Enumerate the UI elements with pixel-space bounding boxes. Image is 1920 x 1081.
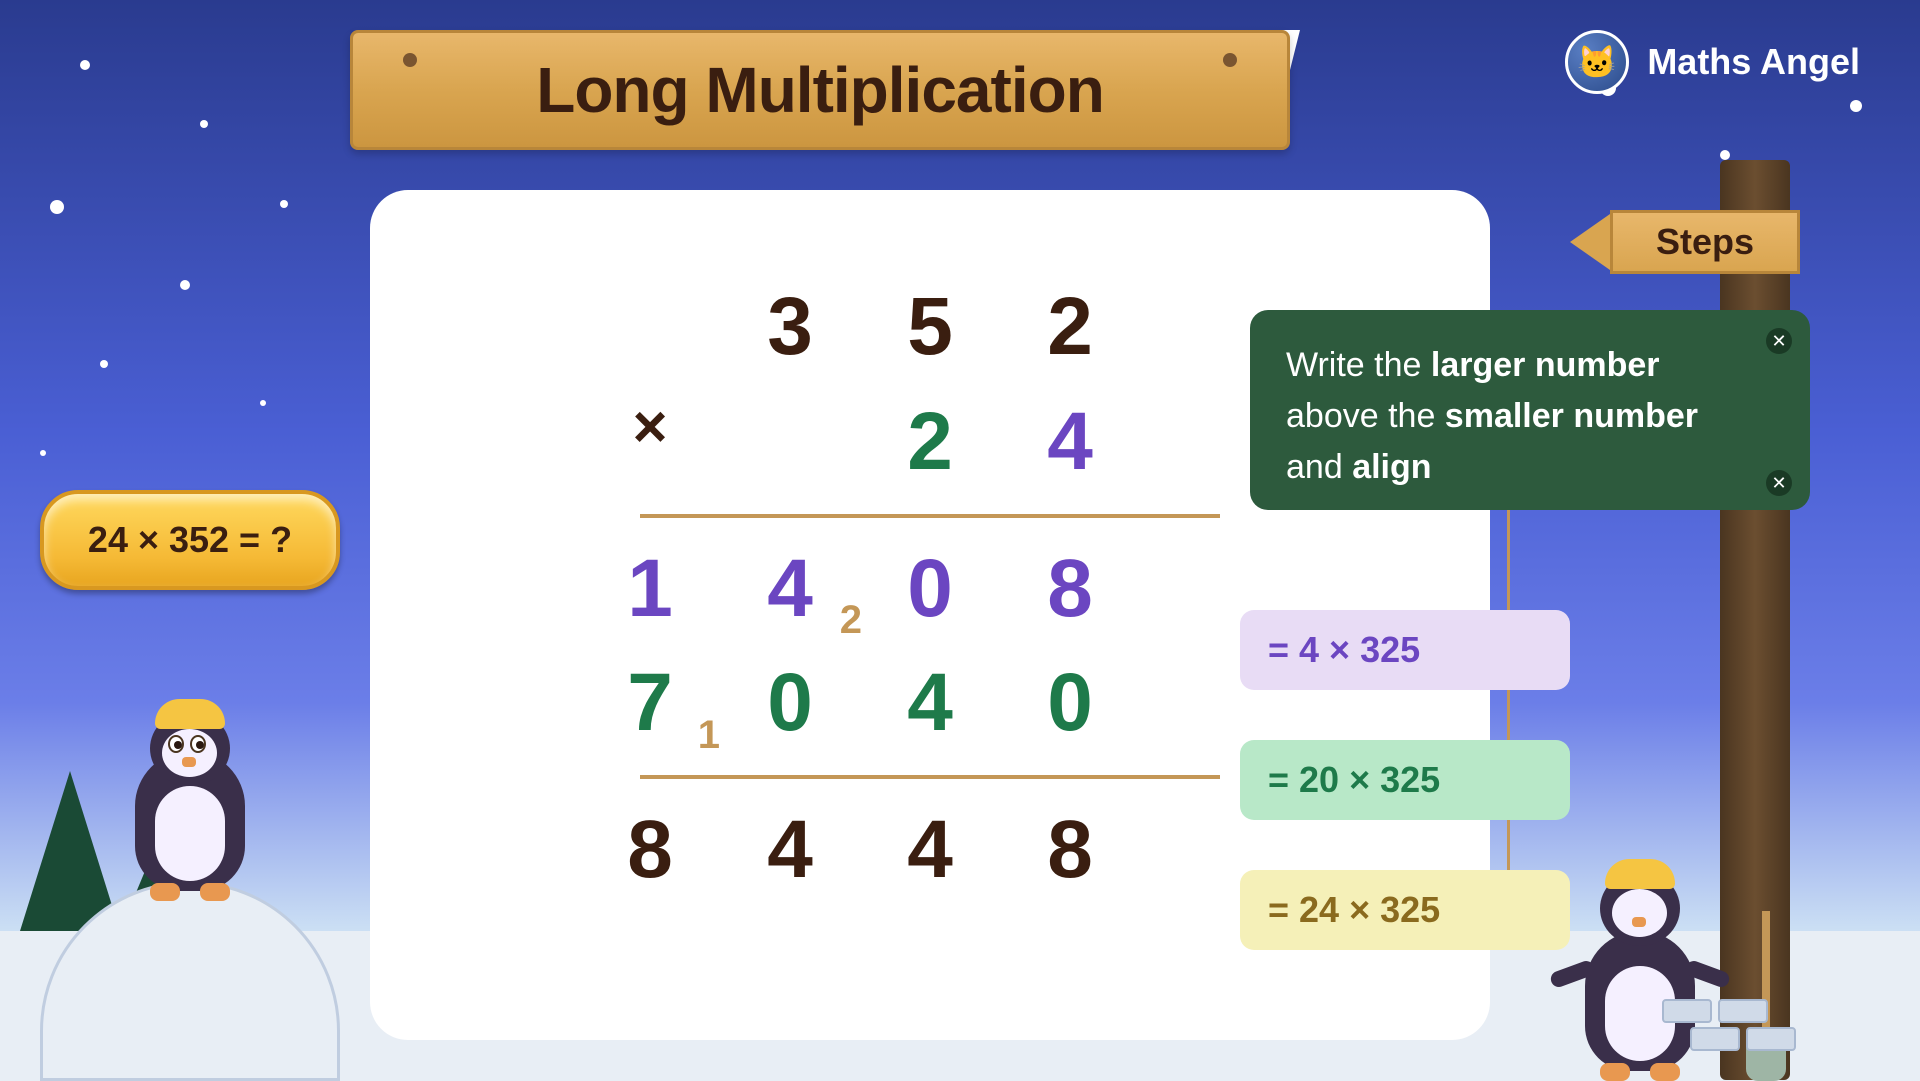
- penguin-character-left: [120, 711, 260, 891]
- digit: 0: [730, 646, 850, 761]
- snow-dot: [40, 450, 46, 456]
- question-badge: 24 × 352 = ?: [40, 490, 340, 590]
- digit: 7 1: [590, 646, 710, 761]
- brand-avatar-icon: 🐱: [1565, 30, 1629, 94]
- snow-dot: [50, 200, 64, 214]
- steps-label: Steps: [1656, 221, 1754, 263]
- snow-dot: [1720, 150, 1730, 160]
- carry-digit: 1: [698, 707, 720, 763]
- brand-name: Maths Angel: [1647, 41, 1860, 83]
- close-icon[interactable]: ✕: [1766, 470, 1792, 496]
- snow-dot: [1850, 100, 1862, 112]
- digit: 8: [1010, 532, 1130, 647]
- digit: 0: [870, 532, 990, 647]
- digit: 8: [590, 793, 710, 908]
- instruction-box: ✕ ✕ Write the larger number above the sm…: [1250, 310, 1810, 510]
- divider-line: [640, 514, 1220, 518]
- snow-dot: [80, 60, 90, 70]
- digit: 4: [1010, 385, 1130, 500]
- step-label: = 24 × 325: [1240, 870, 1570, 950]
- page-title: Long Multiplication: [536, 53, 1104, 127]
- step-label: = 4 × 325: [1240, 610, 1570, 690]
- snow-dot: [100, 360, 108, 368]
- title-board: Long Multiplication: [350, 30, 1290, 150]
- steps-button[interactable]: Steps: [1610, 210, 1800, 274]
- brand[interactable]: 🐱 Maths Angel: [1565, 30, 1860, 94]
- step-label: = 20 × 325: [1240, 740, 1570, 820]
- digit: 4 2: [730, 532, 850, 647]
- close-icon[interactable]: ✕: [1766, 328, 1792, 354]
- divider-line: [640, 775, 1220, 779]
- snow-dot: [200, 120, 208, 128]
- carry-digit: 2: [840, 592, 862, 648]
- digit: 4: [870, 646, 990, 761]
- snow-dot: [180, 280, 190, 290]
- digit: 3: [730, 270, 850, 385]
- digit: 0: [1010, 646, 1130, 761]
- wooden-post: [1720, 160, 1790, 1080]
- question-text: 24 × 352 = ?: [88, 519, 292, 561]
- digit: 5: [870, 270, 990, 385]
- snow-dot: [260, 400, 266, 406]
- digit: 2: [870, 385, 990, 500]
- rope-decoration: [1507, 685, 1510, 745]
- multiply-operator: ×: [590, 385, 710, 500]
- snow-dot: [280, 200, 288, 208]
- digit: 4: [730, 793, 850, 908]
- digit: 4: [870, 793, 990, 908]
- bricks-decoration: [1690, 981, 1810, 1051]
- digit: 2: [1010, 270, 1130, 385]
- steps-arrow-icon: [1570, 214, 1610, 270]
- rope-decoration: [1507, 815, 1510, 875]
- digit: 1: [590, 532, 710, 647]
- digit: 8: [1010, 793, 1130, 908]
